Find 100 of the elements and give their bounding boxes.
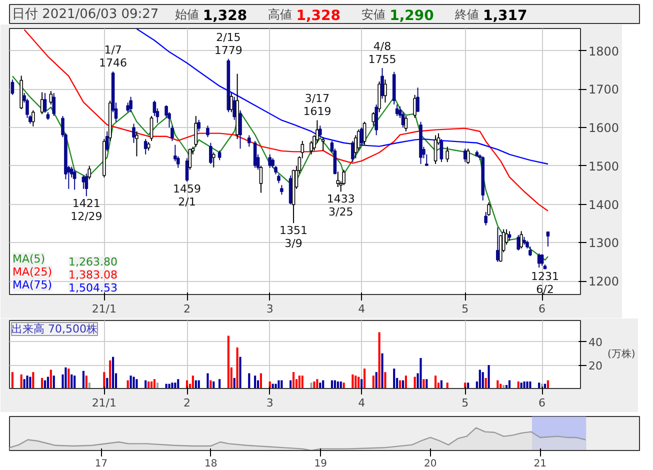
bar <box>488 365 490 388</box>
annotation: 1/7 1746 <box>99 43 128 70</box>
candlestick <box>520 230 523 249</box>
bar <box>11 372 14 388</box>
candlestick <box>259 165 263 194</box>
candlestick <box>129 96 132 113</box>
annotation: 1231 6/2 <box>531 270 559 296</box>
bar <box>336 381 339 388</box>
x-tick-label: 5 <box>462 302 469 316</box>
y-tick-label: 1300 <box>588 236 620 250</box>
bar <box>342 382 345 388</box>
candlestick <box>253 140 257 168</box>
bar <box>153 379 156 388</box>
candlestick <box>212 152 216 168</box>
bar <box>23 379 26 388</box>
x-tick-label: 17 <box>94 458 108 470</box>
candlestick <box>43 92 47 113</box>
y-tick-label: 20 <box>588 360 602 373</box>
bar <box>538 382 540 388</box>
bar <box>171 382 174 388</box>
x-tick-label: 18 <box>204 458 218 470</box>
bar <box>422 379 425 388</box>
x-tick-label: 4 <box>358 302 366 316</box>
x-tick-label: 5 <box>462 396 469 410</box>
text: 終値 1,317 <box>454 8 528 24</box>
candlestick <box>144 138 148 155</box>
bar <box>478 370 481 388</box>
text: 高値 1,328 <box>268 8 341 24</box>
bar <box>301 376 304 388</box>
candlestick <box>82 175 86 190</box>
bar <box>260 373 262 388</box>
candlestick <box>528 246 532 257</box>
candlestick <box>318 125 322 138</box>
bar <box>150 381 153 388</box>
bar <box>132 376 135 388</box>
candlestick <box>271 158 274 168</box>
y-tick-label: 1800 <box>588 44 620 58</box>
candlestick <box>351 140 354 163</box>
candlestick <box>197 119 201 132</box>
bar <box>484 378 487 388</box>
candlestick <box>380 68 384 100</box>
bar <box>136 379 138 388</box>
x-tick-label: 4 <box>358 396 366 410</box>
bar <box>177 379 180 388</box>
bar <box>298 376 300 388</box>
x-tick-label: 6 <box>538 396 546 410</box>
line-series <box>136 28 549 165</box>
x-tick-label: 3 <box>266 302 274 316</box>
x-tick-label: 21 <box>534 458 546 470</box>
annotation: 1421 12/29 <box>70 197 102 224</box>
candlestick <box>135 130 138 157</box>
bar <box>434 376 437 388</box>
text: 安値 1,290 <box>362 8 434 24</box>
candlestick <box>132 123 136 144</box>
bar <box>482 372 484 388</box>
x-tick-label: 19 <box>314 458 328 470</box>
candlestick <box>10 79 14 96</box>
annotation: 2/15 1779 <box>214 30 242 57</box>
x-tick-label: 2 <box>184 302 191 316</box>
chart-title: 日付 2021/06/03 09:27 <box>12 7 159 22</box>
text: 始値 1,328 <box>174 8 248 24</box>
text: MA(75) 1,504.53 <box>12 278 118 294</box>
candlestick <box>360 127 364 146</box>
candlestick <box>546 231 550 248</box>
candlestick <box>218 150 222 161</box>
bar <box>375 372 378 388</box>
annotation: 3/17 1619 <box>303 92 332 118</box>
bar <box>426 379 428 388</box>
bar <box>68 368 70 388</box>
bar <box>29 376 32 388</box>
bar <box>310 382 312 388</box>
candlestick <box>206 125 210 138</box>
bar <box>52 376 55 388</box>
bar <box>148 381 150 388</box>
x-tick-label: 21/1 <box>92 302 117 316</box>
bar <box>130 376 132 388</box>
chart-title: 出来高 70,500株 <box>12 322 98 336</box>
bar <box>381 353 384 388</box>
bar <box>378 332 380 388</box>
bar <box>517 381 520 388</box>
candlestick <box>336 171 340 188</box>
y-tick-label: 1200 <box>588 274 620 289</box>
candlestick <box>446 146 450 163</box>
bar <box>82 370 84 388</box>
bar <box>168 384 170 388</box>
bar <box>292 372 295 388</box>
candlestick <box>321 136 325 152</box>
bar <box>70 374 73 388</box>
bar <box>420 358 422 388</box>
candlestick <box>194 116 198 148</box>
candlestick <box>84 173 88 197</box>
candlestick <box>537 252 541 268</box>
bar <box>192 376 194 388</box>
candlestick <box>440 138 444 163</box>
bar <box>363 368 366 388</box>
candlestick <box>496 226 500 262</box>
bar <box>50 370 52 388</box>
candlestick <box>230 92 234 113</box>
candlestick <box>374 104 378 136</box>
annotation: 4/8 1755 <box>368 40 396 66</box>
